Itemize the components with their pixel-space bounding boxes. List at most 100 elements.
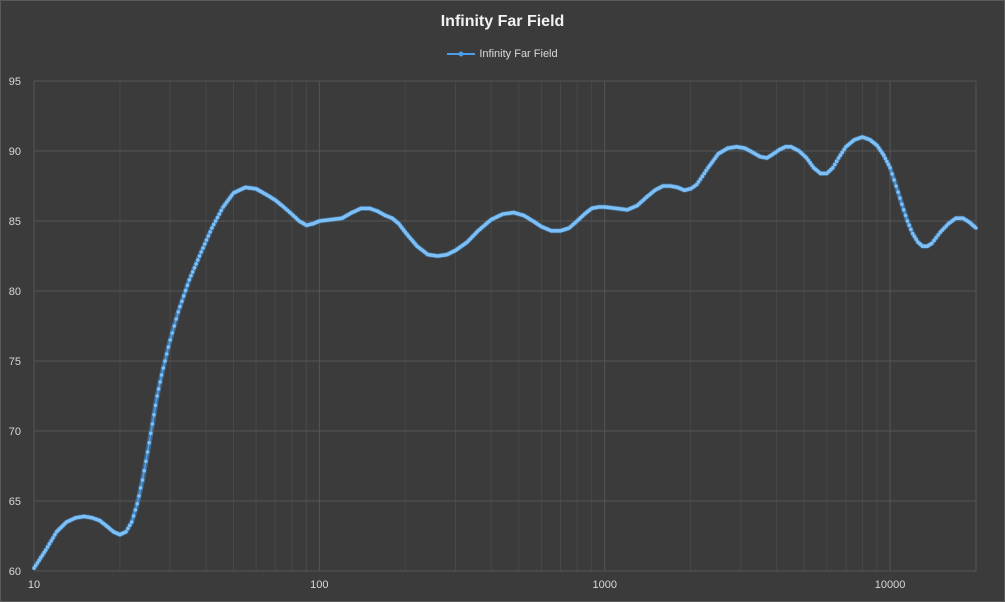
data-point xyxy=(174,317,178,321)
data-point xyxy=(37,558,41,563)
data-point xyxy=(153,403,158,408)
data-point xyxy=(129,520,134,524)
data-point xyxy=(183,288,188,293)
data-point xyxy=(147,440,151,445)
data-point xyxy=(838,153,843,157)
data-point xyxy=(196,258,200,262)
data-point xyxy=(907,223,911,227)
data-point xyxy=(176,310,180,314)
data-point xyxy=(934,236,938,240)
data-point xyxy=(219,208,223,213)
x-tick-label: 10 xyxy=(28,579,40,591)
data-point xyxy=(213,219,218,223)
data-point xyxy=(185,283,190,288)
data-point xyxy=(698,177,703,181)
data-point xyxy=(833,162,837,167)
data-point xyxy=(161,366,166,370)
y-tick-label: 95 xyxy=(9,76,21,88)
y-tick-label: 75 xyxy=(9,356,21,368)
data-point xyxy=(210,226,214,230)
major-gridlines xyxy=(33,80,977,572)
data-point xyxy=(180,299,184,304)
series-infinity-far-field xyxy=(31,134,978,570)
data-point xyxy=(156,387,161,391)
x-axis-labels: 10 100 1000 10000 xyxy=(28,579,906,591)
data-point xyxy=(144,459,148,464)
data-point xyxy=(834,159,839,164)
data-point xyxy=(836,156,841,160)
legend-swatch xyxy=(447,51,476,57)
data-point xyxy=(142,468,146,473)
data-point xyxy=(145,450,150,454)
legend-label: Infinity Far Field xyxy=(479,48,558,60)
data-point xyxy=(149,431,153,436)
y-tick-label: 60 xyxy=(9,566,21,578)
data-point xyxy=(886,162,891,167)
data-point xyxy=(900,202,904,206)
data-point xyxy=(704,168,708,173)
legend: Infinity Far Field xyxy=(1,48,1004,60)
data-point xyxy=(42,550,46,555)
data-point xyxy=(206,234,211,238)
data-point xyxy=(135,502,139,506)
y-axis-labels: 60 65 70 75 80 85 90 95 xyxy=(9,76,21,578)
data-point xyxy=(170,331,174,335)
series-line xyxy=(33,136,977,569)
data-point xyxy=(217,212,222,216)
data-point xyxy=(909,227,913,232)
series-glow xyxy=(31,134,978,570)
data-point xyxy=(694,182,699,187)
data-point xyxy=(163,359,167,363)
data-point xyxy=(912,234,917,239)
minor-gridlines xyxy=(119,81,977,571)
data-point xyxy=(33,563,38,568)
data-point xyxy=(890,172,894,176)
data-point xyxy=(700,174,705,178)
data-point xyxy=(696,180,701,184)
y-tick-label: 85 xyxy=(9,216,21,228)
data-point xyxy=(932,238,936,243)
data-point xyxy=(128,523,132,528)
data-point xyxy=(881,153,886,157)
data-point xyxy=(208,230,212,234)
y-tick-label: 65 xyxy=(9,496,21,508)
data-point xyxy=(936,233,940,237)
data-point xyxy=(199,250,203,254)
data-point xyxy=(152,412,156,417)
x-tick-label: 1000 xyxy=(592,579,616,591)
data-point xyxy=(883,156,888,161)
data-point xyxy=(44,548,48,552)
data-point xyxy=(901,208,906,212)
data-point xyxy=(45,545,50,549)
data-point xyxy=(204,238,209,242)
data-point xyxy=(49,539,53,543)
data-point xyxy=(140,478,145,482)
x-tick-label: 10000 xyxy=(875,579,906,591)
data-point xyxy=(974,226,978,230)
data-point xyxy=(201,246,205,250)
y-tick-label: 70 xyxy=(9,426,21,438)
data-point xyxy=(903,213,908,218)
data-point xyxy=(166,345,171,349)
data-point xyxy=(194,262,198,266)
data-point xyxy=(53,533,57,537)
data-point xyxy=(164,352,169,356)
data-point xyxy=(32,566,36,570)
data-point xyxy=(189,274,193,278)
data-point xyxy=(898,196,902,200)
data-point xyxy=(215,215,220,220)
data-point xyxy=(124,530,128,534)
data-point xyxy=(38,556,43,560)
data-point xyxy=(896,190,900,194)
data-point xyxy=(806,158,811,163)
data-point xyxy=(178,304,182,309)
data-point xyxy=(905,219,910,223)
data-point xyxy=(197,254,202,258)
data-point xyxy=(914,237,918,241)
x-tick-label: 100 xyxy=(310,579,328,591)
data-point xyxy=(892,178,896,182)
data-point xyxy=(172,324,176,328)
data-point xyxy=(910,231,915,236)
data-point xyxy=(211,222,216,227)
